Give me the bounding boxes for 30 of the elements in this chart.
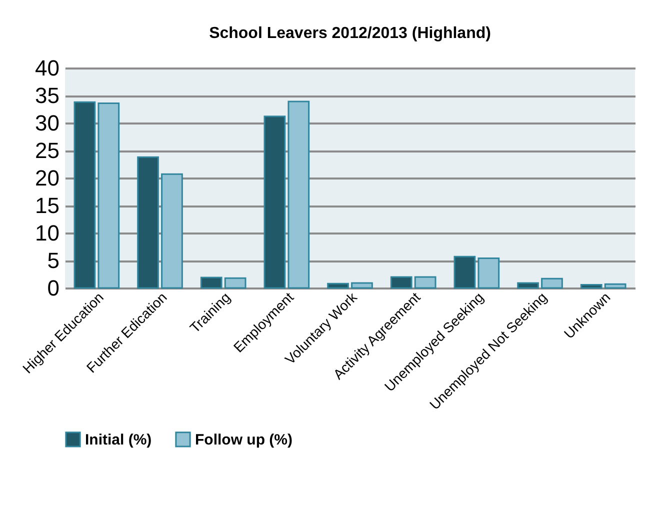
bar: [98, 102, 120, 289]
bar: [580, 284, 602, 289]
legend-label: Follow up (%): [195, 431, 292, 448]
bar: [414, 276, 436, 289]
bar: [137, 156, 159, 289]
bar: [478, 258, 500, 289]
bar: [351, 282, 373, 289]
bar: [517, 282, 539, 289]
bar: [200, 276, 222, 289]
bar: [454, 256, 476, 289]
bar: [224, 277, 246, 289]
bar: [74, 101, 96, 289]
bar: [390, 276, 412, 289]
legend-label: Initial (%): [85, 431, 152, 448]
bar: [288, 100, 310, 289]
bar: [541, 278, 563, 289]
y-tick-label: 5: [47, 248, 60, 273]
chart-title: School Leavers 2012/2013 (Highland): [209, 25, 491, 42]
y-tick-label: 0: [47, 276, 60, 300]
y-tick-label: 20: [35, 166, 60, 190]
y-tick-label: 25: [35, 138, 60, 163]
y-tick-label: 10: [35, 220, 60, 246]
bar: [327, 282, 349, 289]
y-tick-label: 30: [35, 110, 60, 136]
bar: [264, 116, 286, 289]
bar: [604, 283, 626, 289]
bar: [161, 173, 183, 289]
y-tick-label: 40: [35, 56, 60, 80]
y-tick-label: 15: [35, 193, 60, 218]
y-tick-label: 35: [35, 83, 60, 108]
